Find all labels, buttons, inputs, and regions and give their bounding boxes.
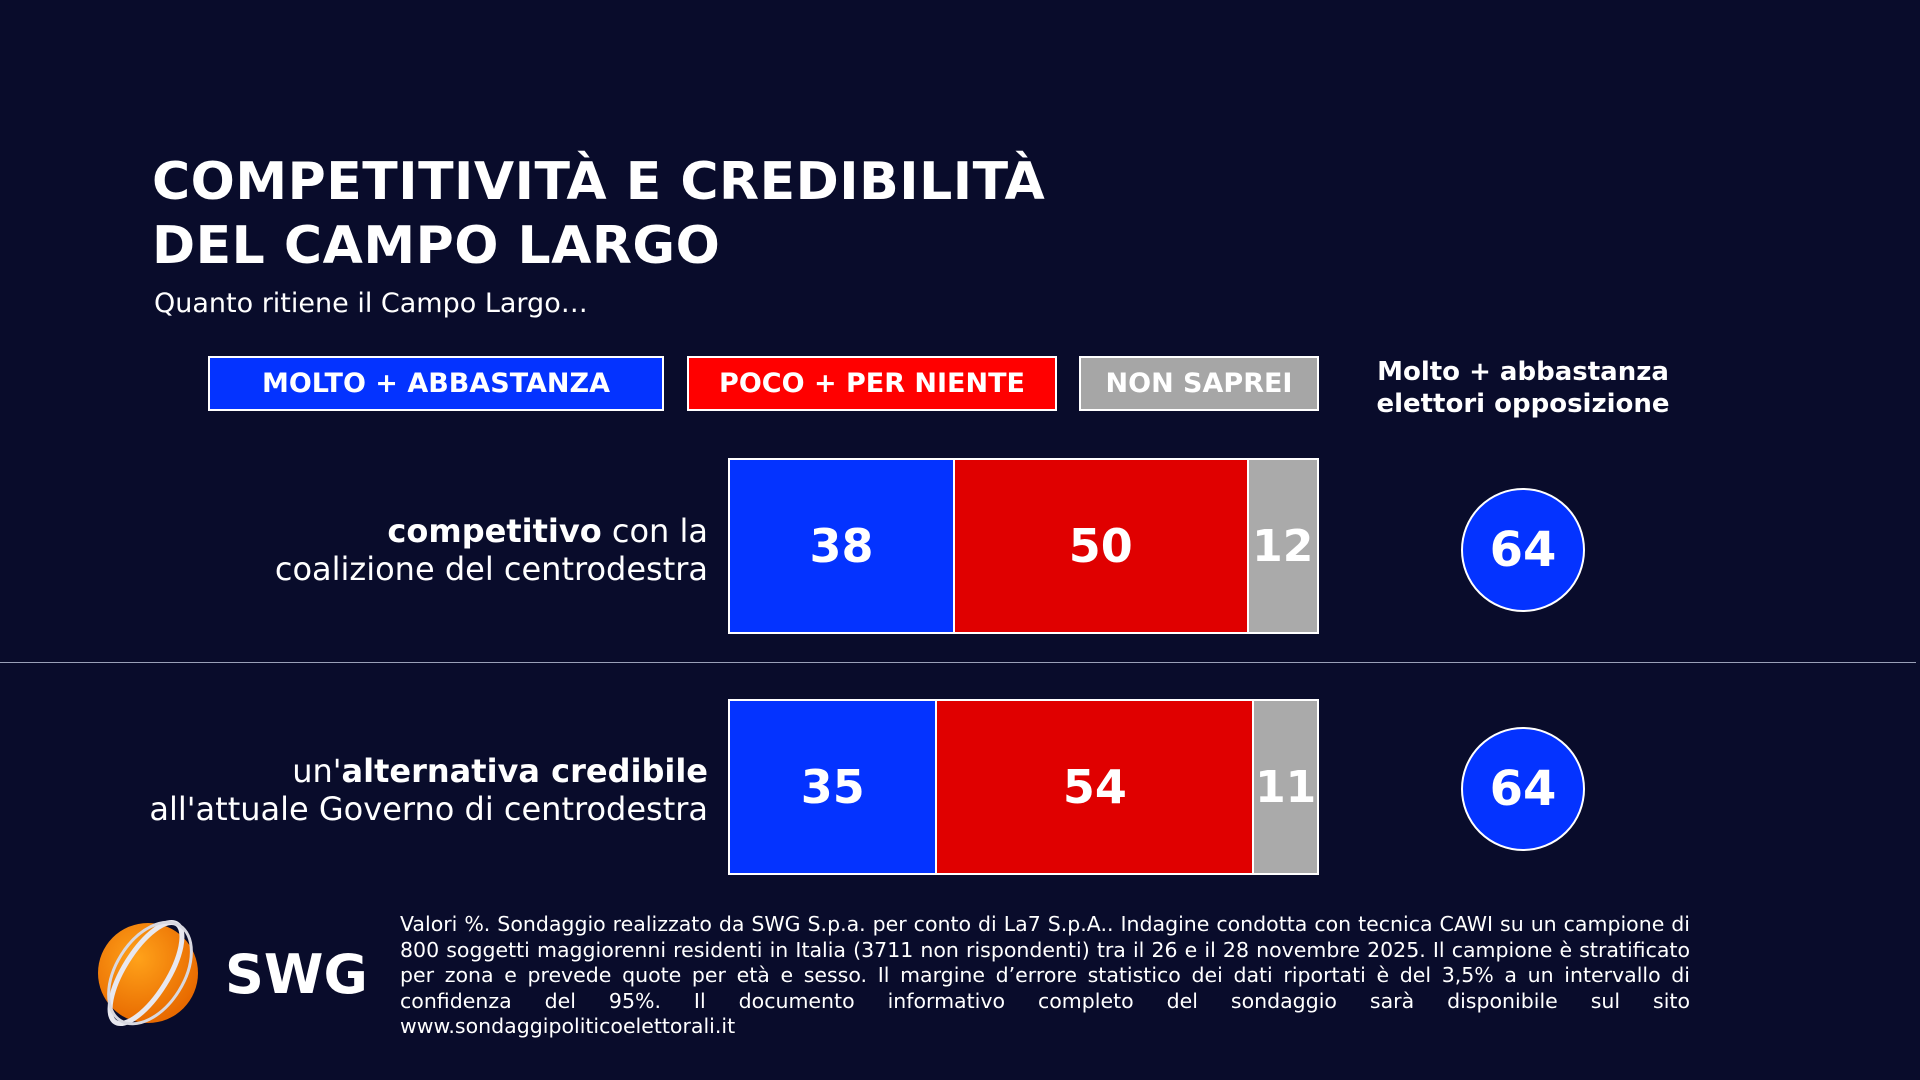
legend-molto-abbastanza: MOLTO + ABBASTANZA xyxy=(208,356,664,411)
label-pre: un' xyxy=(292,752,342,790)
opposition-value-circle: 64 xyxy=(1461,488,1585,612)
bar-segment-poco-per-niente: 54 xyxy=(935,701,1253,873)
legend-non-saprei: NON SAPREI xyxy=(1079,356,1319,411)
bar-segment-molto-abbastanza: 38 xyxy=(730,460,954,632)
side-header-line-1: Molto + abbastanza xyxy=(1377,357,1669,387)
bar-segment-non-saprei: 12 xyxy=(1246,460,1317,632)
label-bold: alternativa credibile xyxy=(341,752,708,790)
stacked-bar-competitivo: 38 50 12 xyxy=(728,458,1319,634)
footer-note: Valori %. Sondaggio realizzato da SWG S.… xyxy=(400,912,1690,1038)
label-line2: coalizione del centrodestra xyxy=(274,550,708,588)
label-rest: con la xyxy=(601,512,708,550)
logo-text: SWG xyxy=(225,943,368,1006)
side-header-line-2: elettori opposizione xyxy=(1376,389,1670,419)
label-bold: competitivo xyxy=(387,512,602,550)
stacked-bar-alternativa: 35 54 11 xyxy=(728,699,1319,875)
divider xyxy=(0,662,1916,663)
bar-segment-non-saprei: 11 xyxy=(1252,701,1317,873)
side-header: Molto + abbastanza elettori opposizione xyxy=(1343,356,1703,420)
row-label-competitivo: competitivo con la coalizione del centro… xyxy=(275,512,708,588)
legend-poco-per-niente: POCO + PER NIENTE xyxy=(687,356,1057,411)
bar-segment-poco-per-niente: 50 xyxy=(953,460,1247,632)
label-line2: all'attuale Governo di centrodestra xyxy=(149,790,708,828)
page-title: COMPETITIVITÀ E CREDIBILITÀ DEL CAMPO LA… xyxy=(152,150,1045,278)
title-line-2: DEL CAMPO LARGO xyxy=(152,216,721,276)
bar-segment-molto-abbastanza: 35 xyxy=(730,701,936,873)
swg-logo: SWG xyxy=(80,915,370,1030)
row-label-alternativa: un'alternativa credibile all'attuale Gov… xyxy=(149,752,708,828)
subtitle: Quanto ritiene il Campo Largo… xyxy=(154,288,588,319)
title-line-1: COMPETITIVITÀ E CREDIBILITÀ xyxy=(152,152,1046,212)
opposition-value-circle: 64 xyxy=(1461,727,1585,851)
